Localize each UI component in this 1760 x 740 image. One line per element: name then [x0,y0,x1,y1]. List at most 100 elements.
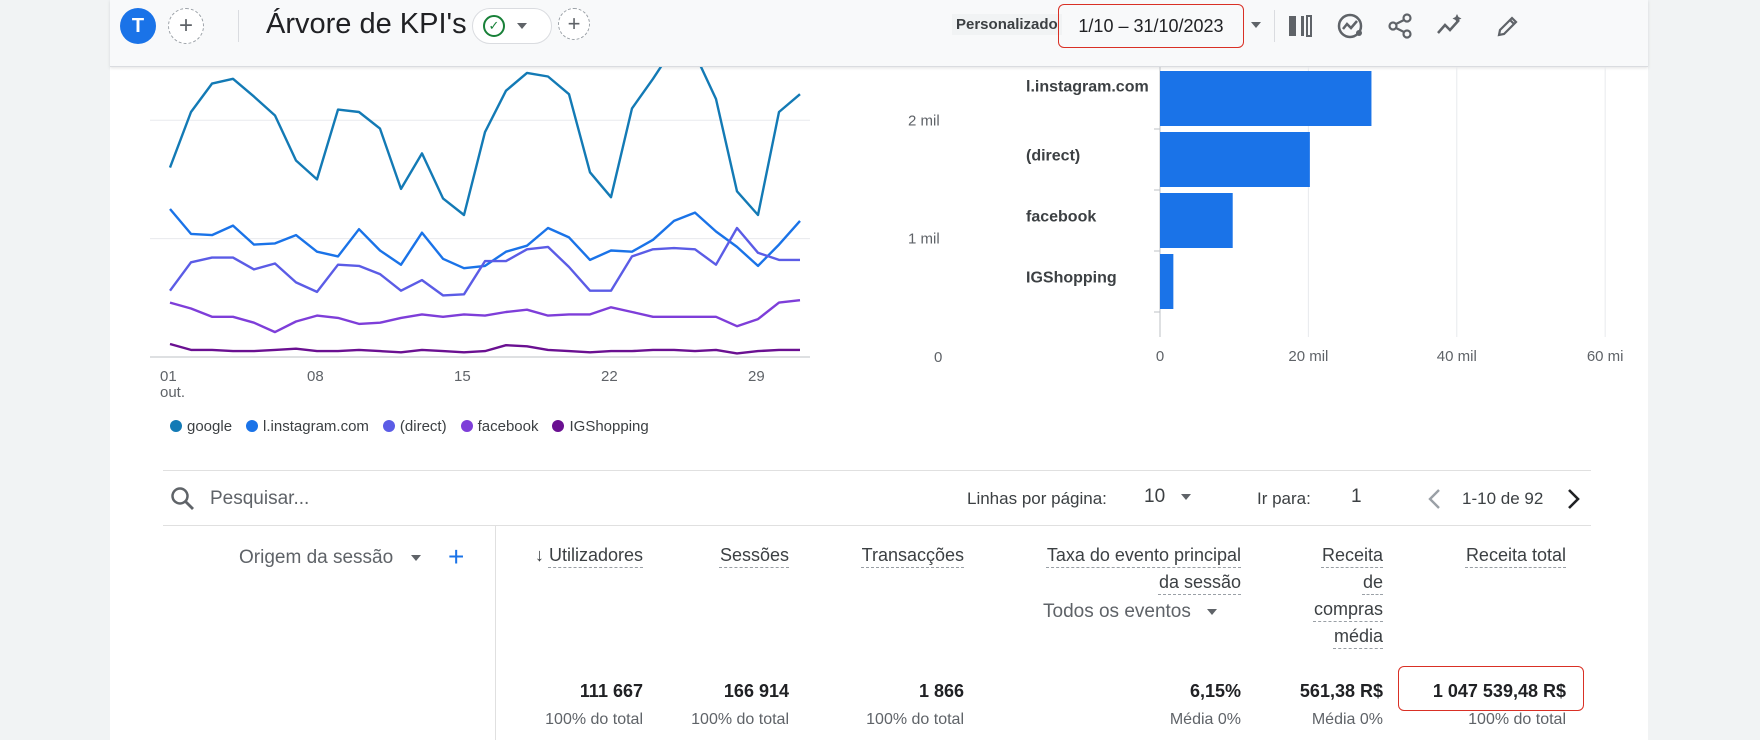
compare-icon [1289,15,1312,37]
series-line-direct [169,226,800,297]
bar[interactable] [1160,254,1174,309]
y-tick-label: 1 mil [908,231,940,248]
dimension-column-separator [495,526,496,740]
status-dropdown[interactable]: ✓ [472,8,552,44]
total-subtext: Média 0% [1169,711,1241,728]
x-tick-sublabel: out. [160,384,185,401]
bar-x-tick-label: 0 [1156,348,1164,365]
left-gutter [0,0,110,740]
legend-item[interactable]: facebook [460,417,539,435]
column-header[interactable]: Sessões [720,542,789,569]
right-gutter [1648,0,1760,740]
toolbar-divider [163,525,1591,526]
trend-insights-button[interactable] [1432,8,1468,44]
chevron-right-icon[interactable] [1562,487,1584,511]
column-header-label: Transacções [861,545,964,565]
column-header[interactable]: Taxa do evento principal da sessão [1047,542,1241,596]
legend-item[interactable]: google [170,418,232,435]
chart-table-divider [163,470,1591,471]
chevron-down-icon [517,23,527,29]
column-header-label: Receita total [1465,545,1566,565]
series-line-instagram [169,208,801,270]
rows-per-page-select[interactable]: 10 [1144,486,1192,508]
column-header-label: compras [1313,599,1383,619]
header-divider [238,10,239,42]
legend-label: l.instagram.com [263,417,369,435]
insights-icon [1337,13,1363,39]
column-header[interactable]: Receita de compras média [1314,542,1383,650]
goto-page-input[interactable]: 1 [1351,486,1362,507]
share-button[interactable] [1382,8,1418,44]
column-header-label: de [1362,572,1383,592]
column-header[interactable]: Transacções [862,542,964,569]
legend-dot [246,420,259,432]
legend-item[interactable]: (direct) [382,417,447,435]
bar[interactable] [1160,71,1372,126]
bar-chart: 0 20 mil 40 mil 60 mi l.instagram.com (direct… [1026,67,1624,365]
search-input[interactable] [210,486,590,512]
legend-label: (direct) [399,417,447,435]
legend-label: facebook [477,417,539,435]
legend-item[interactable]: l.instagram.com [246,418,369,435]
goto-label: Ir para: [1257,489,1311,508]
total-value: 1 866 [918,681,964,701]
chevron-left-icon[interactable] [1424,487,1446,511]
insights-button[interactable] [1332,8,1368,44]
bar[interactable] [1160,193,1233,248]
bar-x-tick-label: 20 mil [1288,348,1328,365]
column-header-label: da sessão [1158,572,1241,592]
column-header-label: Sessões [719,545,789,565]
date-range-label: Personalizado [952,14,1062,35]
x-tick-label: 08 [307,368,324,385]
report-header: T + Árvore de KPI's ✓ + Personalizado 1/… [110,0,1648,67]
add-filter-button[interactable]: + [558,8,590,40]
legend-item[interactable]: IGShopping [552,418,649,435]
total-value: 561,38 R$ [1299,681,1383,701]
rows-per-page-label: Linhas por página: [967,489,1107,508]
add-icon: + [567,11,581,36]
edit-icon [1497,16,1518,37]
total-value: 1 047 539,48 R$ [1432,681,1566,701]
chevron-down-icon [411,555,422,561]
legend-label: google [187,417,233,435]
column-header-label: Utilizadores [548,545,643,565]
date-dropdown-caret[interactable] [1251,22,1261,28]
dimension-header-label: Origem da sessão [239,547,394,568]
add-comparison-button[interactable]: + [168,8,204,44]
avatar[interactable]: T [120,8,156,44]
column-header-label: média [1333,626,1383,646]
add-icon: + [448,541,465,572]
dimension-header[interactable]: Origem da sessão [239,547,422,569]
highlight-box [1398,666,1584,711]
events-dropdown[interactable]: Todos os eventos [1043,601,1217,623]
bar-x-tick-label: 40 mil [1437,348,1477,365]
bar[interactable] [1160,132,1310,187]
sparkline-icon [1437,14,1462,34]
add-dimension-button[interactable]: + [448,543,464,571]
legend-dot [382,420,395,432]
total-subtext: 100% do total [866,711,964,728]
report-title: Árvore de KPI's [266,8,467,40]
x-tick-label: 29 [748,368,765,385]
rows-per-page-value: 10 [1144,486,1166,507]
bar-category-label: IGShopping [1026,270,1117,287]
date-range-picker[interactable]: 1/10 – 31/10/2023 [1058,4,1244,48]
pagination-label: 1-10 de 92 [1462,489,1544,508]
series-line-igshopping [169,342,800,355]
edit-button[interactable] [1490,8,1526,44]
legend-dot [460,420,473,432]
report-canvas [110,0,1648,740]
x-tick-label: 01 [160,368,177,385]
total-subtext: 100% do total [691,711,789,728]
legend-dot [552,420,565,432]
share-icon [1388,13,1412,39]
column-header[interactable]: Receita total [1466,542,1566,569]
compare-button[interactable] [1282,8,1318,44]
column-header[interactable]: ↓ Utilizadores [535,542,643,569]
chevron-down-icon [1181,494,1192,500]
x-tick-label: 22 [601,368,618,385]
total-subtext: Média 0% [1311,711,1383,728]
events-dropdown-label: Todos os eventos [1043,601,1191,622]
total-value: 166 914 [723,681,789,701]
